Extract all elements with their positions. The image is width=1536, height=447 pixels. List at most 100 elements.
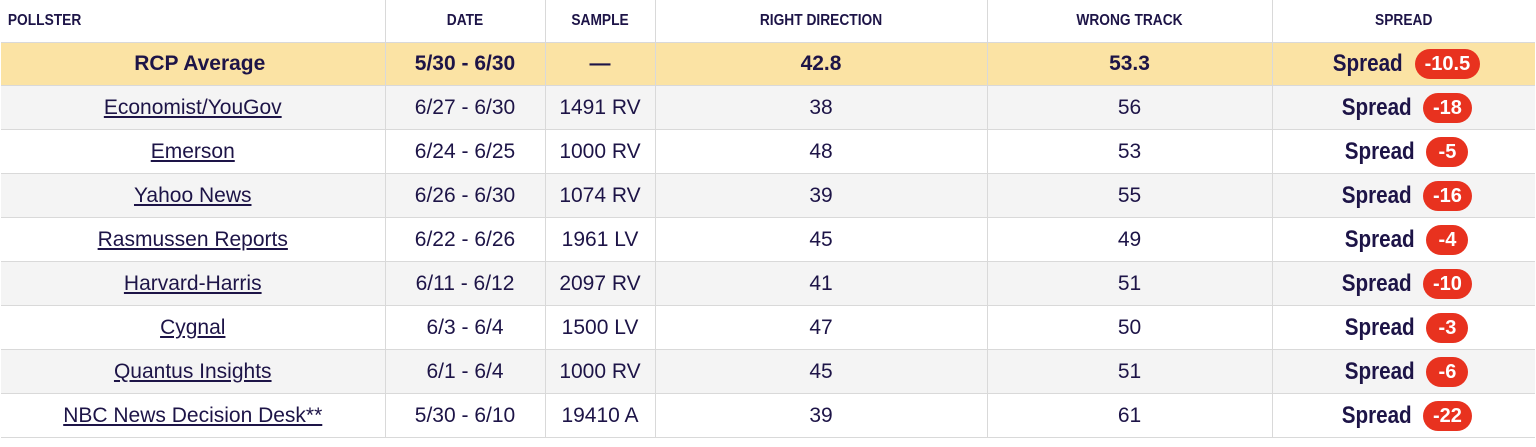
rcp-average-row: RCP Average 5/30 - 6/30 — 42.8 53.3 Spre…: [1, 42, 1535, 86]
spread-label: Spread: [1341, 181, 1412, 209]
spread-cell: Spread -10: [1272, 261, 1535, 306]
average-pollster: RCP Average: [1, 42, 386, 86]
wrong-track-cell: 55: [987, 173, 1273, 218]
spread-cell: Spread -5: [1272, 129, 1535, 174]
spread-label: Spread: [1341, 401, 1412, 429]
spread-badge: -4: [1426, 224, 1469, 255]
pollster-link[interactable]: Quantus Insights: [113, 359, 272, 383]
table-row: Economist/YouGov 6/27 - 6/30 1491 RV 38 56 Sp…: [1, 85, 1535, 130]
spread-cell: Spread -4: [1272, 217, 1535, 262]
wrong-track-cell: 49: [987, 217, 1273, 262]
pollster-cell: Emerson: [1, 129, 386, 174]
spread-badge: -10.5: [1414, 49, 1481, 79]
pollster-cell: NBC News Decision Desk**: [1, 393, 386, 438]
right-direction-cell: 48: [655, 129, 988, 174]
table-row: Emerson 6/24 - 6/25 1000 RV 48 53 Spread -5: [1, 129, 1535, 174]
date-cell: 6/26 - 6/30: [385, 173, 546, 218]
average-wrong-track: 53.3: [987, 42, 1273, 86]
date-cell: 6/27 - 6/30: [385, 85, 546, 130]
pollster-link[interactable]: Emerson: [150, 139, 235, 163]
spread-label: Spread: [1344, 357, 1415, 385]
right-direction-cell: 41: [655, 261, 988, 306]
pollster-cell: Cygnal: [1, 305, 386, 350]
right-direction-cell: 39: [655, 393, 988, 438]
sample-cell: 1000 RV: [545, 129, 656, 174]
spread-label: Spread: [1344, 137, 1415, 165]
spread-badge: -18: [1422, 92, 1472, 123]
spread-badge: -5: [1426, 136, 1469, 167]
spread-label: Spread: [1341, 93, 1412, 121]
spread-cell: Spread -22: [1272, 393, 1535, 438]
column-header-right-direction[interactable]: RIGHT DIRECTION: [678, 0, 965, 43]
header-row: POLLSTER DATE SAMPLE RIGHT DIRECTION WRO…: [1, 0, 1535, 43]
pollster-cell: Quantus Insights: [1, 349, 386, 394]
average-spread-cell: Spread -10.5: [1272, 42, 1535, 86]
sample-cell: 1961 LV: [545, 217, 656, 262]
spread-label: Spread: [1344, 225, 1415, 253]
spread-badge: -16: [1422, 180, 1472, 211]
right-direction-cell: 39: [655, 173, 988, 218]
wrong-track-cell: 53: [987, 129, 1273, 174]
spread-cell: Spread -18: [1272, 85, 1535, 130]
wrong-track-cell: 61: [987, 393, 1273, 438]
date-cell: 6/3 - 6/4: [385, 305, 546, 350]
wrong-track-cell: 51: [987, 261, 1273, 306]
spread-cell: Spread -3: [1272, 305, 1535, 350]
table-row: Harvard-Harris 6/11 - 6/12 2097 RV 41 51 Spre…: [1, 261, 1535, 306]
date-cell: 6/24 - 6/25: [385, 129, 546, 174]
date-cell: 6/11 - 6/12: [385, 261, 546, 306]
table-row: Quantus Insights 6/1 - 6/4 1000 RV 45 51 Spre…: [1, 349, 1535, 394]
wrong-track-cell: 50: [987, 305, 1273, 350]
spread-display: Spread -22: [1336, 400, 1472, 431]
column-header-pollster[interactable]: POLLSTER: [1, 0, 332, 43]
average-sample: —: [545, 42, 656, 86]
sample-cell: 1491 RV: [545, 85, 656, 130]
right-direction-cell: 38: [655, 85, 988, 130]
spread-badge: -10: [1422, 268, 1472, 299]
pollster-link[interactable]: NBC News Decision Desk**: [63, 403, 323, 427]
pollster-cell: Economist/YouGov: [1, 85, 386, 130]
sample-cell: 1000 RV: [545, 349, 656, 394]
column-header-sample[interactable]: SAMPLE: [552, 0, 648, 43]
wrong-track-cell: 56: [987, 85, 1273, 130]
column-header-spread[interactable]: SPREAD: [1290, 0, 1517, 43]
spread-badge: -22: [1422, 400, 1472, 431]
table-header: POLLSTER DATE SAMPLE RIGHT DIRECTION WRO…: [1, 0, 1535, 43]
spread-display: Spread -6: [1339, 356, 1469, 387]
pollster-link[interactable]: Rasmussen Reports: [97, 227, 288, 251]
spread-label: Spread: [1341, 269, 1412, 297]
date-cell: 5/30 - 6/10: [385, 393, 546, 438]
right-direction-cell: 47: [655, 305, 988, 350]
pollster-link[interactable]: Harvard-Harris: [123, 271, 262, 295]
pollster-link[interactable]: Cygnal: [160, 315, 226, 339]
pollster-cell: Rasmussen Reports: [1, 217, 386, 262]
spread-label: Spread: [1332, 50, 1403, 77]
sample-cell: 1500 LV: [545, 305, 656, 350]
spread-display: Spread -5: [1339, 136, 1469, 167]
average-date: 5/30 - 6/30: [385, 42, 546, 86]
column-header-wrong-track[interactable]: WRONG TRACK: [1006, 0, 1253, 43]
pollster-cell: Harvard-Harris: [1, 261, 386, 306]
spread-display: Spread -4: [1339, 224, 1469, 255]
right-direction-cell: 45: [655, 217, 988, 262]
wrong-track-cell: 51: [987, 349, 1273, 394]
column-header-date[interactable]: DATE: [396, 0, 535, 43]
spread-display: Spread -18: [1336, 92, 1472, 123]
spread-badge: -6: [1426, 356, 1469, 387]
spread-display: Spread -16: [1336, 180, 1472, 211]
table-row: NBC News Decision Desk** 5/30 - 6/10 19410…: [1, 393, 1535, 438]
pollster-link[interactable]: Yahoo News: [133, 183, 252, 207]
right-direction-cell: 45: [655, 349, 988, 394]
polls-table: POLLSTER DATE SAMPLE RIGHT DIRECTION WRO…: [1, 0, 1535, 438]
sample-cell: 2097 RV: [545, 261, 656, 306]
date-cell: 6/1 - 6/4: [385, 349, 546, 394]
spread-display: Spread -10.5: [1327, 49, 1481, 79]
table-row: Cygnal 6/3 - 6/4 1500 LV 47 50 Spread -3: [1, 305, 1535, 350]
spread-label: Spread: [1344, 313, 1415, 341]
sample-cell: 19410 A: [545, 393, 656, 438]
pollster-link[interactable]: Economist/YouGov: [103, 95, 282, 119]
average-right-direction: 42.8: [655, 42, 988, 86]
sample-cell: 1074 RV: [545, 173, 656, 218]
spread-cell: Spread -6: [1272, 349, 1535, 394]
spread-cell: Spread -16: [1272, 173, 1535, 218]
